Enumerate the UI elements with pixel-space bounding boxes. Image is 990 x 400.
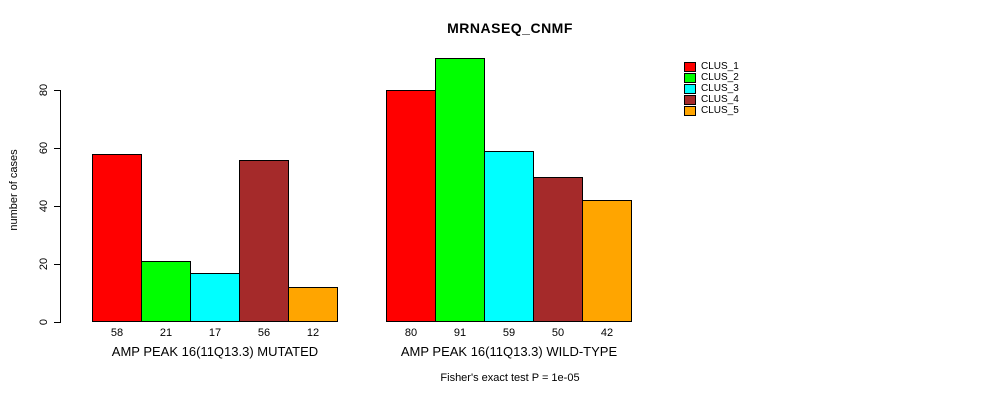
y-tick-label: 0 <box>38 318 50 326</box>
legend-swatch-icon <box>684 106 696 116</box>
legend-label: CLUS_2 <box>701 72 739 83</box>
y-tick-mark <box>54 206 60 207</box>
bar-clus_4 <box>239 160 289 322</box>
group-label: AMP PEAK 16(11Q13.3) WILD-TYPE <box>400 344 618 359</box>
y-axis-line <box>60 90 61 323</box>
bar-value-label: 12 <box>306 327 320 339</box>
fisher-test-annotation: Fisher's exact test P = 1e-05 <box>440 372 580 384</box>
bar-value-label: 80 <box>404 327 418 339</box>
legend-label: CLUS_5 <box>701 105 739 116</box>
legend: CLUS_1 CLUS_2 CLUS_3 CLUS_4 CLUS_5 <box>684 62 739 117</box>
legend-label: CLUS_1 <box>701 61 739 72</box>
bar-value-label: 50 <box>551 327 565 339</box>
legend-row: CLUS_5 <box>684 106 739 116</box>
bar-value-label: 59 <box>502 327 516 339</box>
y-axis-label: number of cases <box>8 149 20 231</box>
y-tick-mark <box>54 90 60 91</box>
bar-value-label: 17 <box>208 327 222 339</box>
legend-row: CLUS_3 <box>684 84 739 94</box>
y-tick-mark <box>54 264 60 265</box>
bar-clus_2 <box>435 58 485 322</box>
chart-title: MRNASEQ_CNMF <box>447 20 573 36</box>
bar-clus_4 <box>533 177 583 322</box>
y-tick-label: 80 <box>38 83 50 97</box>
bar-clus_1 <box>92 154 142 322</box>
y-tick-mark <box>54 322 60 323</box>
bar-clus_3 <box>190 273 240 322</box>
group-label: AMP PEAK 16(11Q13.3) MUTATED <box>111 344 319 359</box>
y-tick-label: 60 <box>38 141 50 155</box>
bar-value-label: 21 <box>159 327 173 339</box>
bar-clus_2 <box>141 261 191 322</box>
bar-value-label: 58 <box>110 327 124 339</box>
legend-row: CLUS_4 <box>684 95 739 105</box>
y-tick-mark <box>54 148 60 149</box>
legend-swatch-icon <box>684 73 696 83</box>
legend-row: CLUS_1 <box>684 62 739 72</box>
legend-swatch-icon <box>684 84 696 94</box>
legend-swatch-icon <box>684 62 696 72</box>
bar-clus_5 <box>288 287 338 322</box>
bar-clus_5 <box>582 200 632 322</box>
legend-row: CLUS_2 <box>684 73 739 83</box>
legend-swatch-icon <box>684 95 696 105</box>
bar-clus_3 <box>484 151 534 322</box>
y-tick-label: 20 <box>38 257 50 271</box>
bar-value-label: 56 <box>257 327 271 339</box>
bar-value-label: 42 <box>600 327 614 339</box>
y-tick-label: 40 <box>38 199 50 213</box>
bar-value-label: 91 <box>453 327 467 339</box>
bar-clus_1 <box>386 90 436 322</box>
legend-label: CLUS_3 <box>701 83 739 94</box>
legend-label: CLUS_4 <box>701 94 739 105</box>
